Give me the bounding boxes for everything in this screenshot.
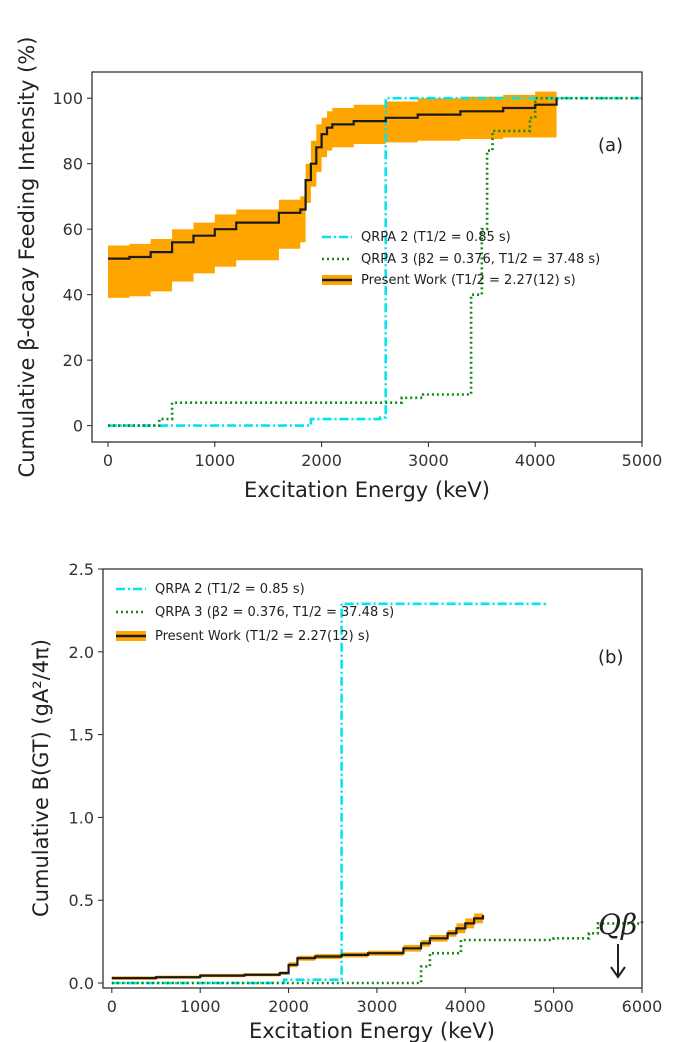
panel-a: 0 1000 2000 3000 4000 5000 0 20 40 60 80 100 (a) Ex… <box>15 37 662 502</box>
panel-b-ylabel: Cumulative B(GT) (gA²/4π) <box>29 639 53 917</box>
panel-b-series-2-line <box>111 915 485 980</box>
panel-a-plot-area <box>108 88 642 427</box>
panel-b-ytick-label: 0.5 <box>69 891 94 910</box>
panel-b-label: (b) <box>598 647 623 668</box>
legend-b-qrpa2-label: QRPA 2 (T1/2 = 0.85 s) <box>155 582 305 597</box>
panel-a-xtick-label: 4000 <box>515 451 556 470</box>
legend-b-qrpa3-label: QRPA 3 (β2 = 0.376, T1/2 = 37.48 s) <box>155 605 394 620</box>
panel-b-xlabel: Excitation Energy (keV) <box>249 1019 495 1042</box>
panel-b-plot-area <box>111 602 644 985</box>
panel-b-xtick-label: 0 <box>107 997 117 1016</box>
panel-a-label: (a) <box>598 135 623 156</box>
panel-b-series-2-uncertainty-band <box>111 910 484 980</box>
q-beta-arrow-head <box>610 966 626 979</box>
panel-a-series-2-line <box>108 98 558 260</box>
panel-b-xtick-label: 6000 <box>622 997 663 1016</box>
panel-a-xtick-label: 5000 <box>622 451 663 470</box>
panel-a-ytick-label: 40 <box>63 286 83 305</box>
panel-a-xtick-label: 0 <box>103 451 113 470</box>
panel-b-frame <box>102 568 643 989</box>
panel-a-series-1-line <box>108 96 642 427</box>
panel-a-ytick-label: 80 <box>63 155 83 174</box>
panel-b-series-0-line <box>111 602 547 985</box>
panel-b-xtick-label: 4000 <box>445 997 486 1016</box>
panel-a-xlabel: Excitation Energy (keV) <box>244 478 490 502</box>
panel-a-ytick-label: 100 <box>52 89 83 108</box>
panel-b: 0 1000 2000 3000 4000 5000 6000 0.0 0.5 1.0 1.5 2.0… <box>29 560 662 1042</box>
panel-b-ytick-label: 2.5 <box>69 560 94 579</box>
panel-a-ytick-label: 0 <box>73 417 83 436</box>
panel-b-xtick-label: 3000 <box>357 997 398 1016</box>
panel-a-xtick-label: 2000 <box>301 451 342 470</box>
legend-b-present-label: Present Work (T1/2 = 2.27(12) s) <box>155 629 370 644</box>
panel-a-ytick-label: 20 <box>63 351 83 370</box>
panel-b-xtick-label: 2000 <box>268 997 309 1016</box>
panel-b-ytick-label: 0.0 <box>69 974 94 993</box>
panel-b-xtick-label: 5000 <box>533 997 574 1016</box>
panel-a-legend: QRPA 2 (T1/2 = 0.85 s) QRPA 3 (β2 = 0.37… <box>322 230 600 288</box>
panel-a-xtick-label: 3000 <box>408 451 449 470</box>
panel-a-ylabel: Cumulative β-decay Feeding Intensity (%) <box>15 37 39 478</box>
panel-b-ytick-label: 1.5 <box>69 726 94 745</box>
panel-b-legend: QRPA 2 (T1/2 = 0.85 s) QRPA 3 (β2 = 0.37… <box>116 582 394 644</box>
legend-a-qrpa2-label: QRPA 2 (T1/2 = 0.85 s) <box>361 230 511 245</box>
panel-b-ticks: 0 1000 2000 3000 4000 5000 6000 0.0 0.5 1.0 1.5 2.0… <box>69 560 663 1016</box>
legend-a-present-label: Present Work (T1/2 = 2.27(12) s) <box>361 273 576 288</box>
legend-a-qrpa3-label: QRPA 3 (β2 = 0.376, T1/2 = 37.48 s) <box>361 252 600 267</box>
panel-a-ticks: 0 1000 2000 3000 4000 5000 0 20 40 60 80 100 <box>52 89 662 470</box>
q-beta-annotation: Qβ <box>598 908 637 979</box>
panel-b-ytick-label: 2.0 <box>69 643 94 662</box>
panel-a-series-0-line <box>108 96 642 427</box>
panel-a-frame <box>91 71 643 443</box>
panel-b-xtick-label: 1000 <box>180 997 221 1016</box>
panel-a-series-2-uncertainty-band <box>108 88 557 298</box>
panel-a-xtick-label: 1000 <box>194 451 235 470</box>
q-beta-label: Qβ <box>598 908 637 941</box>
panel-b-series-1-line <box>111 918 644 985</box>
panel-a-ytick-label: 60 <box>63 220 83 239</box>
panel-b-ytick-label: 1.0 <box>69 808 94 827</box>
